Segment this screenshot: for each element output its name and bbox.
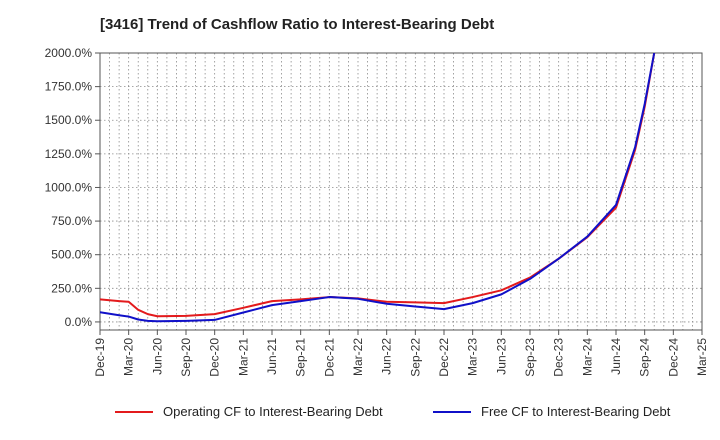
series-line-free-cf bbox=[100, 53, 656, 323]
series-line-operating-cf bbox=[100, 53, 656, 318]
x-tick-label: Sep-20 bbox=[179, 338, 193, 377]
x-tick-label: Sep-21 bbox=[294, 338, 308, 377]
legend: Operating CF to Interest-Bearing Debt Fr… bbox=[0, 404, 720, 426]
x-tick-label: Dec-23 bbox=[552, 338, 566, 377]
y-tick-label: 750.0% bbox=[51, 214, 92, 228]
legend-item-free-cf: Free CF to Interest-Bearing Debt bbox=[433, 404, 670, 419]
x-tick-label: Sep-22 bbox=[408, 338, 422, 377]
y-tick-label: 250.0% bbox=[51, 281, 92, 295]
x-tick-label: Mar-20 bbox=[122, 338, 136, 376]
legend-swatch-free-cf bbox=[433, 410, 471, 413]
x-tick-label: Mar-22 bbox=[351, 338, 365, 376]
x-tick-label: Dec-21 bbox=[322, 338, 336, 377]
y-tick-label: 1250.0% bbox=[45, 147, 93, 161]
x-tick-label: Mar-24 bbox=[580, 338, 594, 376]
x-tick-label: Dec-19 bbox=[93, 338, 107, 377]
x-tick-label: Sep-24 bbox=[638, 338, 652, 377]
legend-label-free-cf: Free CF to Interest-Bearing Debt bbox=[481, 404, 671, 419]
x-tick-label: Jun-20 bbox=[150, 338, 164, 375]
legend-item-operating-cf: Operating CF to Interest-Bearing Debt bbox=[115, 404, 383, 419]
legend-label-operating-cf: Operating CF to Interest-Bearing Debt bbox=[163, 404, 383, 419]
series-layer bbox=[100, 53, 656, 323]
x-tick-label: Jun-21 bbox=[265, 338, 279, 375]
x-tick-label: Jun-22 bbox=[380, 338, 394, 375]
y-tick-label: 2000.0% bbox=[45, 46, 93, 60]
y-tick-label: 1500.0% bbox=[45, 113, 93, 127]
grid-layer bbox=[100, 52, 702, 330]
y-tick-label: 1750.0% bbox=[45, 80, 93, 94]
x-tick-label: Sep-23 bbox=[523, 338, 537, 377]
y-tick-label: 1000.0% bbox=[45, 180, 93, 194]
x-tick-label: Dec-20 bbox=[208, 338, 222, 377]
plot-frame bbox=[99, 52, 703, 331]
y-tick-label: 500.0% bbox=[51, 248, 92, 262]
y-tick-label: 0.0% bbox=[65, 315, 93, 329]
x-tick-label: Mar-25 bbox=[695, 338, 709, 376]
legend-swatch-operating-cf bbox=[115, 410, 153, 413]
x-tick-label: Dec-22 bbox=[437, 338, 451, 377]
chart-title: [3416] Trend of Cashflow Ratio to Intere… bbox=[100, 16, 495, 33]
x-tick-label: Mar-21 bbox=[236, 338, 250, 376]
x-tick-label: Jun-23 bbox=[494, 338, 508, 375]
x-tick-label: Jun-24 bbox=[609, 338, 623, 375]
x-tick-label: Dec-24 bbox=[666, 338, 680, 377]
x-tick-label: Mar-23 bbox=[466, 338, 480, 376]
axis-layer: 0.0% 250.0% 500.0% 750.0% 1000.0% 1250.0% 1500… bbox=[45, 46, 709, 377]
